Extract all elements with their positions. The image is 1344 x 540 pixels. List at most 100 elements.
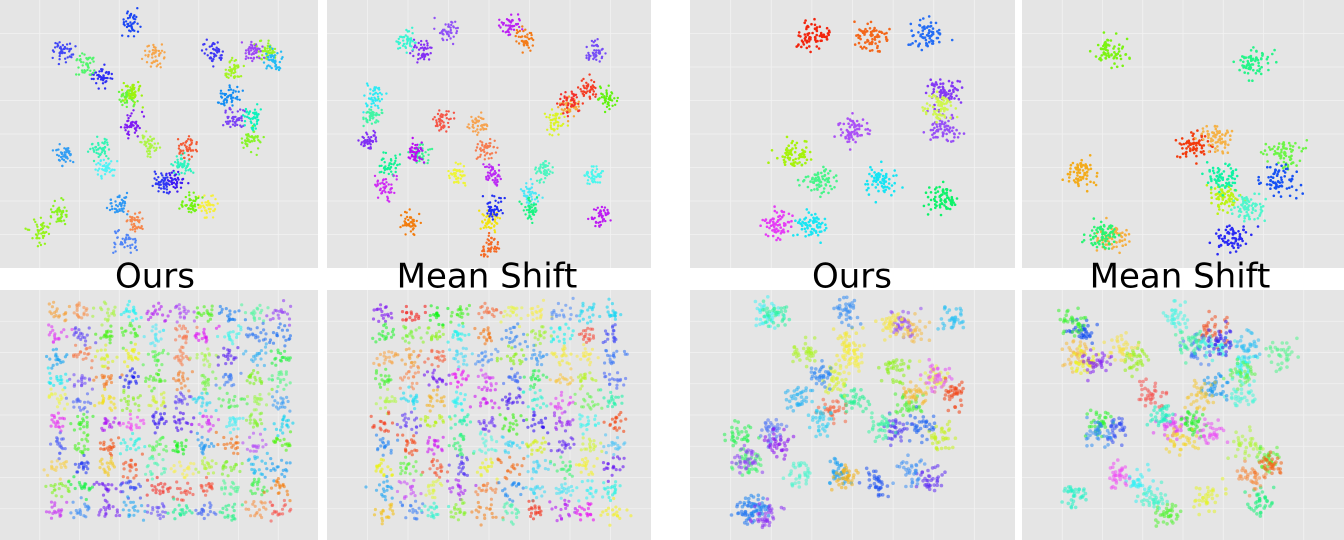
point: [559, 93, 563, 96]
point: [110, 72, 114, 76]
point: [805, 158, 809, 162]
point: [892, 189, 896, 193]
point: [56, 379, 60, 383]
point: [191, 204, 194, 208]
point: [361, 135, 364, 139]
point: [152, 43, 155, 47]
point: [489, 152, 492, 156]
point: [364, 102, 368, 105]
point: [1215, 125, 1219, 128]
point: [383, 161, 386, 164]
point: [192, 199, 195, 202]
point: [58, 58, 61, 61]
point: [108, 167, 111, 170]
point: [52, 383, 56, 387]
point: [878, 30, 881, 33]
point: [946, 196, 949, 200]
point: [565, 97, 569, 100]
point: [59, 330, 64, 334]
point: [499, 209, 503, 212]
point: [877, 189, 880, 193]
point: [853, 43, 857, 46]
point: [65, 215, 68, 218]
point: [83, 53, 86, 56]
point: [586, 90, 589, 93]
point: [115, 204, 118, 207]
point: [1072, 179, 1076, 182]
point: [380, 108, 383, 112]
point: [571, 98, 574, 102]
point: [1288, 194, 1292, 198]
point: [474, 149, 478, 152]
point: [764, 233, 768, 236]
point: [1266, 61, 1270, 65]
point: [234, 122, 237, 125]
point: [478, 209, 481, 212]
point: [133, 230, 137, 233]
point: [462, 165, 466, 168]
point: [912, 34, 915, 37]
point: [225, 72, 228, 75]
point: [97, 141, 100, 145]
point: [124, 20, 128, 23]
point: [130, 223, 133, 226]
point: [815, 183, 819, 187]
point: [848, 125, 852, 129]
point: [1234, 188, 1237, 192]
point: [106, 76, 109, 80]
point: [1119, 57, 1123, 61]
point: [255, 56, 259, 59]
point: [36, 225, 39, 228]
point: [122, 99, 125, 102]
point: [130, 93, 133, 96]
point: [867, 193, 871, 196]
point: [539, 171, 543, 174]
point: [53, 392, 57, 396]
point: [592, 90, 595, 93]
point: [864, 128, 867, 131]
point: [488, 163, 491, 166]
point: [75, 59, 78, 62]
point: [455, 169, 459, 173]
point: [1230, 226, 1234, 230]
point: [402, 35, 406, 39]
point: [1264, 142, 1268, 146]
point: [56, 442, 60, 446]
point: [530, 33, 533, 37]
point: [231, 99, 234, 102]
point: [94, 145, 97, 149]
point: [782, 228, 785, 231]
point: [814, 173, 817, 177]
point: [819, 184, 823, 187]
point: [772, 225, 776, 229]
point: [548, 172, 551, 176]
point: [864, 183, 867, 186]
point: [449, 28, 452, 32]
point: [933, 126, 936, 130]
point: [89, 73, 92, 77]
point: [1263, 219, 1266, 222]
point: [1099, 220, 1103, 224]
point: [412, 220, 415, 223]
point: [835, 179, 838, 183]
point: [932, 90, 935, 94]
point: [535, 196, 539, 199]
point: [489, 137, 492, 141]
point: [946, 108, 949, 111]
point: [1242, 225, 1245, 228]
point: [210, 59, 214, 62]
point: [870, 174, 874, 178]
point: [129, 21, 132, 24]
point: [1282, 146, 1285, 150]
point: [1211, 139, 1215, 142]
point: [231, 56, 234, 60]
point: [55, 220, 58, 223]
point: [119, 100, 123, 103]
point: [1100, 58, 1103, 61]
point: [212, 65, 215, 68]
point: [91, 58, 94, 61]
point: [1221, 190, 1224, 193]
point: [594, 181, 597, 184]
point: [931, 133, 934, 137]
point: [587, 217, 590, 221]
